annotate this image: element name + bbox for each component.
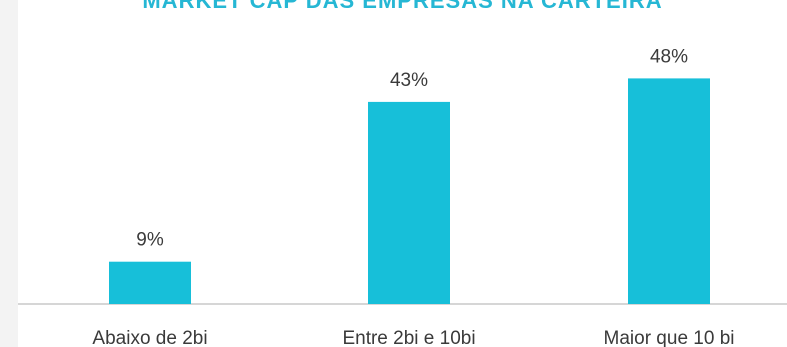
data-label-2: 43% [390, 70, 428, 91]
data-label-3: 48% [650, 46, 688, 67]
chart-title: MARKET CAP DAS EMPRESAS NA CARTEIRA [142, 0, 663, 13]
bar-1 [109, 261, 191, 304]
category-label-3: Maior que 10 bi [604, 328, 735, 347]
bar-3 [628, 78, 710, 305]
bar-2 [368, 101, 450, 305]
data-label-1: 9% [136, 230, 164, 251]
category-label-2: Entre 2bi e 10bi [342, 328, 475, 347]
category-label-1: Abaixo de 2bi [92, 328, 207, 347]
